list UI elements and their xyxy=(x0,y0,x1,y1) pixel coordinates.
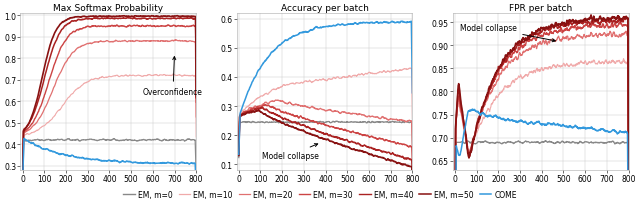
Title: Accuracy per batch: Accuracy per batch xyxy=(280,4,369,13)
Title: Max Softmax Probability: Max Softmax Probability xyxy=(53,4,163,13)
Text: Overconfidence: Overconfidence xyxy=(143,57,203,96)
Text: Model collapse: Model collapse xyxy=(460,24,556,43)
Title: FPR per batch: FPR per batch xyxy=(509,4,572,13)
Text: Model collapse: Model collapse xyxy=(262,144,319,160)
Legend: EM, m=0, EM, m=10, EM, m=20, EM, m=30, EM, m=40, EM, m=50, COME: EM, m=0, EM, m=10, EM, m=20, EM, m=30, E… xyxy=(120,187,520,202)
